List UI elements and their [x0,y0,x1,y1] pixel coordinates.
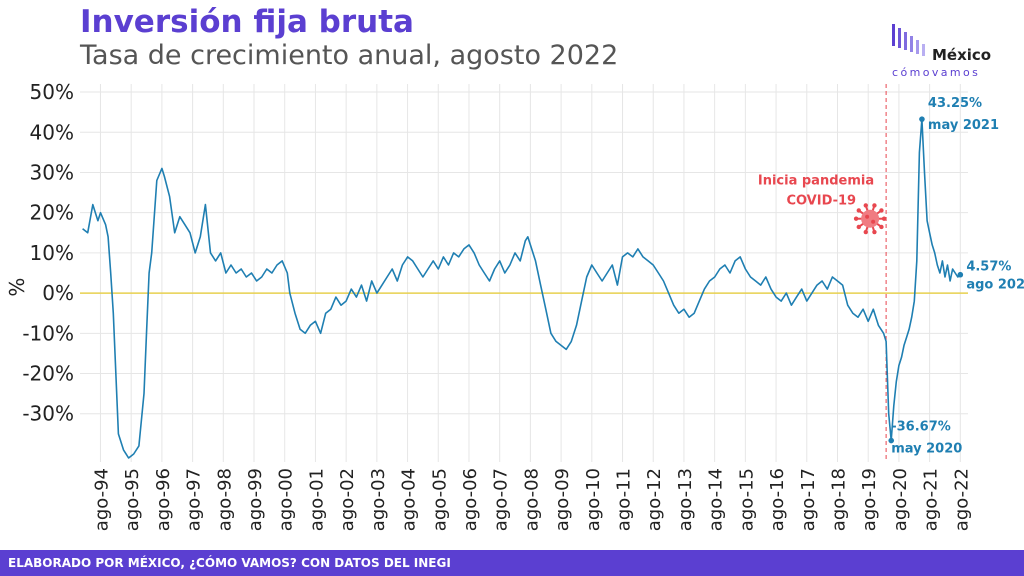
x-tick-label: ago-18 [828,468,849,531]
x-axis-ticks: ago-94 ago-95 ago-96 ago-97 ago-98 ago-99 ago-… [91,468,972,531]
x-tick-label: ago-22 [951,468,972,531]
annotation-value: 4.57% [966,260,1011,275]
x-tick-label: ago-11 [614,468,635,531]
mexico-como-vamos-logo: México cómovamos [888,22,998,80]
x-tick-label: ago-97 [184,468,205,531]
logo-bars-icon [892,24,925,56]
y-tick-label: -10% [22,321,74,345]
y-tick-label: -20% [22,362,74,386]
covid-event: Inicia pandemia COVID-19 [758,174,887,235]
footer-source-text: ELABORADO POR MÉXICO, ¿CÓMO VAMOS? CON D… [8,556,451,570]
y-tick-label: 40% [30,120,74,144]
logo-text-sub: cómovamos [892,66,981,79]
x-tick-label: ago-19 [859,468,880,531]
annotation-value: -36.67% [891,420,951,435]
series-line [82,118,961,459]
x-tick-label: ago-10 [583,468,604,531]
x-tick-label: ago-03 [368,468,389,531]
line-chart: 50%40%30%20%10%0%-10%-20%-30% ago-94 ago-… [5,80,1024,531]
x-tick-label: ago-15 [736,468,757,531]
y-tick-label: 30% [30,160,74,184]
grid-lines [80,84,968,462]
x-tick-label: ago-02 [337,468,358,531]
annotation-date: may 2020 [891,442,962,457]
x-tick-label: ago-04 [399,468,420,531]
footer-bar: ELABORADO POR MÉXICO, ¿CÓMO VAMOS? CON D… [0,550,1024,576]
x-tick-label: ago-06 [460,468,481,531]
covid-label-line2: COVID-19 [786,194,856,209]
annotation-value: 43.25% [928,96,982,111]
x-tick-label: ago-13 [675,468,696,531]
chart-subtitle: Tasa de crecimiento anual, agosto 2022 [80,40,619,71]
annotation-point [919,116,925,122]
x-tick-label: ago-14 [706,468,727,531]
covid-label-line1: Inicia pandemia [758,174,874,189]
x-tick-label: ago-96 [153,468,174,531]
y-axis-label: % [5,278,29,297]
annotation-points [888,116,964,444]
x-tick-label: ago-95 [122,468,143,531]
x-tick-label: ago-07 [491,468,512,531]
x-tick-label: ago-00 [276,468,297,531]
annotations: 43.25% may 2021 -36.67% may 2020 4.57% ago 20… [891,96,1024,456]
virus-icon [853,203,887,235]
x-tick-label: ago-12 [644,468,665,531]
annotation-point [888,437,895,444]
y-axis-ticks: 50% 40% 30% 20% 10% 0% -10% -20% -30% [22,80,74,426]
annotation-date: may 2021 [928,118,999,133]
x-tick-label: ago-21 [921,468,942,531]
y-tick-label: 0% [42,281,74,305]
y-tick-label: -30% [22,402,74,426]
x-tick-label: ago-08 [521,468,542,531]
chart-title: Inversión fija bruta [80,4,414,40]
x-tick-label: ago-98 [214,468,235,531]
annotation-point [957,271,964,278]
y-tick-label: 20% [30,201,74,225]
x-tick-label: ago-94 [91,468,112,531]
x-tick-label: ago-20 [890,468,911,531]
x-tick-label: ago-05 [429,468,450,531]
x-tick-label: ago-09 [552,468,573,531]
logo-text-main: México [932,46,992,64]
x-tick-label: ago-99 [245,468,266,531]
x-tick-label: ago-16 [767,468,788,531]
x-tick-label: ago-17 [798,468,819,531]
y-tick-label: 50% [30,80,74,104]
annotation-date: ago 2022 [966,278,1024,293]
x-tick-label: ago-01 [306,468,327,531]
y-tick-label: 10% [30,241,74,265]
